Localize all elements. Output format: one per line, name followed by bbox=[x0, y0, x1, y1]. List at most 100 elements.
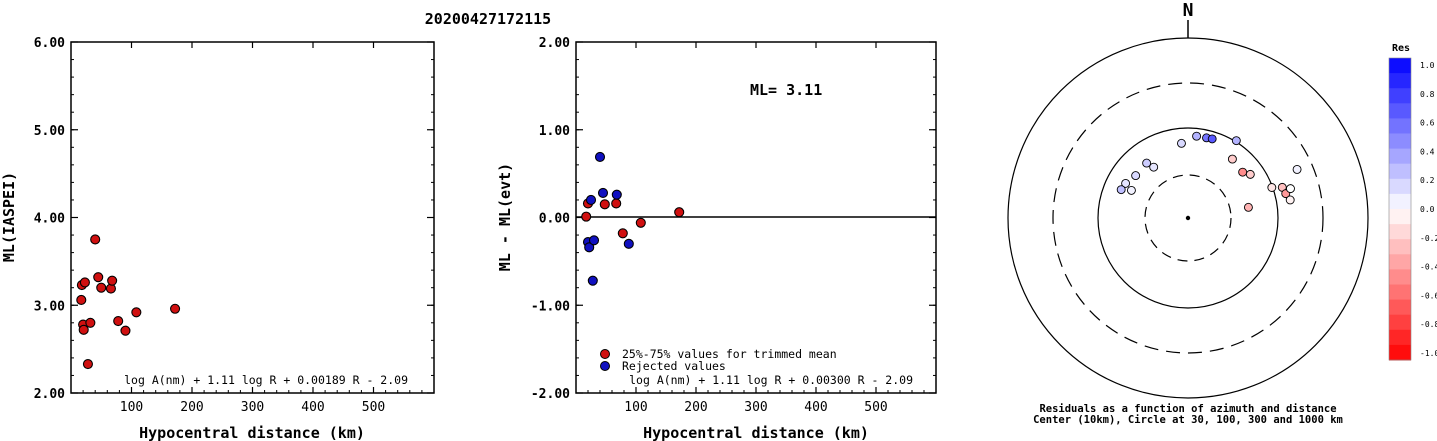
ml-residuals-chart: Hypocentral distance (km) ML - ML(evt) M… bbox=[496, 36, 937, 441]
colorbar-tick-label: 0.2 bbox=[1420, 176, 1435, 185]
caption-line-1: Residuals as a function of azimuth and d… bbox=[1039, 403, 1336, 415]
residual-point bbox=[1243, 202, 1253, 212]
y-tick-label: 2.00 bbox=[539, 36, 570, 51]
residual-point bbox=[1292, 164, 1302, 174]
residual-map: N Residuals as a function of azimuth and… bbox=[1007, 0, 1369, 426]
colorbar-title: Res bbox=[1392, 43, 1410, 54]
colorbar-tick-label: 0.6 bbox=[1420, 119, 1435, 128]
epicenter-marker bbox=[1185, 215, 1191, 221]
residual-point bbox=[1116, 185, 1126, 195]
residual-point bbox=[1231, 136, 1241, 146]
colorbar-cell bbox=[1389, 133, 1411, 150]
data-point bbox=[96, 282, 107, 293]
colorbar-tick-label: -0.2 bbox=[1420, 234, 1437, 243]
colorbar-cell bbox=[1389, 269, 1411, 285]
data-point bbox=[76, 294, 87, 306]
colorbar-cell bbox=[1389, 118, 1411, 134]
legend-label-accepted: 25%-75% values for trimmed mean bbox=[622, 347, 837, 361]
colorbar-cell bbox=[1389, 314, 1411, 331]
colorbar-frame bbox=[1388, 57, 1412, 361]
x-tick-label: 300 bbox=[241, 400, 264, 415]
colorbar-tick-label: -0.4 bbox=[1420, 263, 1437, 272]
residual-point bbox=[1285, 195, 1295, 205]
y-tick-label: 1.00 bbox=[539, 124, 570, 139]
x-tick-label: 400 bbox=[301, 400, 324, 415]
residual-point bbox=[1149, 162, 1159, 172]
ring-100km bbox=[1097, 127, 1279, 309]
north-label: N bbox=[1183, 0, 1194, 21]
data-point bbox=[85, 317, 96, 328]
colorbar-tick-label: 0.8 bbox=[1420, 90, 1435, 99]
colorbar-cell bbox=[1389, 193, 1411, 210]
plot-frame bbox=[70, 41, 435, 394]
ml-vs-distance-chart: Hypocentral distance (km) ML(IASPEI) log… bbox=[0, 36, 435, 441]
y-tick-label: 3.00 bbox=[34, 299, 65, 314]
legend-label-rejected: Rejected values bbox=[622, 359, 726, 373]
data-point bbox=[611, 198, 622, 209]
data-point bbox=[78, 324, 89, 335]
y-tick-label: 5.00 bbox=[34, 124, 65, 139]
legend-marker-accepted bbox=[600, 349, 610, 359]
residual-point bbox=[1121, 178, 1131, 188]
x-axis-label: Hypocentral distance (km) bbox=[139, 424, 365, 441]
figure-title: 20200427172115 bbox=[425, 10, 551, 28]
data-point-rejected bbox=[588, 235, 600, 246]
x-tick-label: 300 bbox=[744, 400, 767, 415]
residual-point bbox=[1238, 167, 1248, 177]
data-point-rejected bbox=[597, 187, 609, 198]
colorbar-tick-label: 0.4 bbox=[1420, 147, 1435, 156]
residual-point bbox=[1126, 185, 1136, 195]
residual-point bbox=[1131, 171, 1141, 181]
data-point bbox=[90, 234, 101, 245]
ring-30km bbox=[1144, 174, 1232, 262]
x-tick-label: 100 bbox=[624, 400, 647, 415]
data-point bbox=[617, 228, 628, 239]
formula-label: log A(nm) + 1.11 log R + 0.00300 R - 2.0… bbox=[629, 373, 913, 387]
colorbar-cell bbox=[1389, 58, 1411, 74]
x-tick-label: 400 bbox=[804, 400, 827, 415]
data-point-rejected bbox=[584, 242, 595, 253]
formula-label: log A(nm) + 1.11 log R + 0.00189 R - 2.0… bbox=[124, 373, 408, 387]
data-point bbox=[599, 199, 610, 210]
colorbar-cell bbox=[1389, 163, 1411, 180]
y-tick-label: 0.00 bbox=[539, 212, 570, 227]
colorbar-cell bbox=[1389, 344, 1411, 361]
x-axis-label: Hypocentral distance (km) bbox=[643, 424, 869, 441]
colorbar-tick-label: -1.0 bbox=[1420, 349, 1437, 358]
colorbar-cell bbox=[1389, 209, 1411, 225]
residual-point bbox=[1227, 154, 1237, 164]
residual-point bbox=[1207, 134, 1217, 144]
data-point bbox=[674, 207, 685, 218]
x-tick-label: 200 bbox=[180, 400, 203, 415]
ring-300km bbox=[1052, 82, 1324, 354]
colorbar-cell bbox=[1389, 284, 1411, 301]
data-point bbox=[79, 277, 90, 288]
y-tick-label: 6.00 bbox=[34, 36, 65, 51]
colorbar-tick-label: 1.0 bbox=[1420, 61, 1435, 70]
residual-point bbox=[1142, 158, 1152, 168]
legend-marker-rejected bbox=[600, 361, 610, 371]
x-tick-label: 100 bbox=[120, 400, 143, 415]
data-point-rejected bbox=[585, 194, 597, 205]
data-point bbox=[131, 307, 142, 318]
x-tick-label: 500 bbox=[362, 400, 385, 415]
colorbar-cell bbox=[1389, 329, 1411, 346]
colorbar-tick-label: -0.6 bbox=[1420, 291, 1437, 300]
data-point-rejected bbox=[623, 238, 634, 249]
residual-point bbox=[1245, 169, 1255, 179]
y-tick-label: 2.00 bbox=[34, 387, 65, 402]
data-point-rejected bbox=[594, 151, 606, 163]
colorbar-cell bbox=[1389, 239, 1411, 255]
x-tick-label: 200 bbox=[684, 400, 707, 415]
residual-colorbar: Res 1.0 0.8 0.6 0.4 0.2 0.0 -0.2 -0.4 -0.6 -0.8 -1… bbox=[1388, 43, 1437, 361]
colorbar-cell bbox=[1389, 299, 1411, 316]
x-tick-label: 500 bbox=[864, 400, 887, 415]
colorbar-cell bbox=[1389, 103, 1411, 119]
caption-line-2: Center (10km), Circle at 30, 100, 300 an… bbox=[1033, 414, 1343, 426]
ml-annotation: ML= 3.11 bbox=[750, 81, 822, 99]
residual-point bbox=[1267, 183, 1277, 192]
data-point-rejected bbox=[611, 189, 622, 200]
data-point bbox=[93, 272, 104, 283]
residual-point bbox=[1177, 138, 1186, 148]
